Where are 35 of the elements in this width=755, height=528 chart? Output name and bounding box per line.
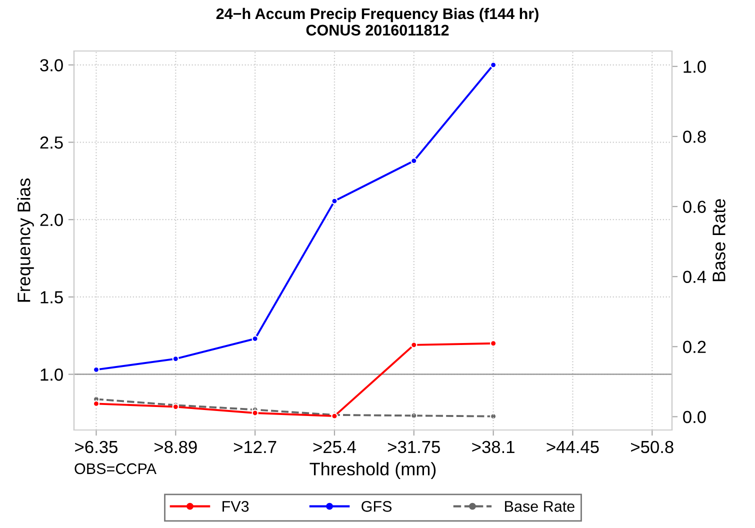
x-axis-title: Threshold (mm)	[310, 462, 436, 479]
point	[490, 62, 497, 68]
y-tick-label: 3.0	[40, 59, 63, 72]
point	[410, 342, 418, 348]
point	[410, 412, 418, 419]
legend-label: Base Rate	[505, 501, 574, 512]
x-tick-label: >8.89	[154, 440, 197, 454]
x-tick-label: >44.45	[546, 441, 599, 454]
y-tick-label: 1.0	[40, 368, 63, 381]
y-tick-label: 1.5	[40, 291, 63, 304]
x-tick-label: >31.75	[388, 440, 440, 454]
x-tick-label: >25.4	[313, 440, 356, 454]
y2-tick-label: 0.8	[683, 130, 706, 143]
x-tick-label: >38.1	[472, 440, 514, 454]
y2-tick-label: 0.0	[683, 410, 706, 424]
y2-tick-label: 0.2	[683, 340, 706, 354]
y2-tick-label: 0.6	[683, 200, 706, 213]
point	[252, 335, 258, 342]
y2-tick-label: 1.0	[684, 60, 706, 73]
y2-axis-title: Base Rate	[712, 199, 726, 282]
y-axis-title: Frequency Bias	[17, 178, 34, 302]
y-tick-label: 2.0	[40, 214, 63, 226]
legend-label: FV3	[222, 501, 249, 512]
y2-tick-label: 0.4	[683, 270, 706, 284]
legend-label: GFS	[362, 501, 392, 512]
point	[331, 198, 338, 204]
x-tick-label: >50.8	[631, 440, 674, 454]
point	[252, 410, 258, 416]
point	[410, 158, 418, 164]
x-tick-label: >12.7	[234, 440, 276, 453]
x-tick-label: >6.35	[75, 440, 118, 454]
chart-title: 24−h Accum Precip Frequency Bias (f144 hr) CONUS 2016011812	[216, 8, 538, 36]
text: OBS=CCPA	[74, 463, 156, 474]
y-tick-label: 2.5	[40, 136, 63, 149]
point	[172, 356, 179, 362]
